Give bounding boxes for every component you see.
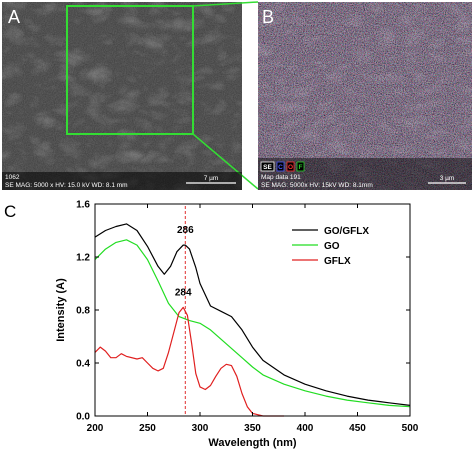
panel-c-letter: C	[4, 202, 16, 221]
x-tick-label: 400	[297, 423, 314, 434]
zoom-line-bottom	[192, 133, 259, 190]
x-tick-label: 300	[192, 423, 209, 434]
panel-a-letter: A	[8, 7, 20, 27]
panel-b-map-text: Map data 191	[261, 174, 301, 181]
x-tick-label: 200	[87, 423, 104, 434]
panel-a-scale-text: 7 µm	[204, 175, 219, 182]
panel-a-wrinkles	[2, 2, 242, 190]
series-line-go	[94, 239, 411, 408]
legend-box-c	[276, 161, 285, 172]
x-tick-label: 250	[139, 423, 156, 434]
legend-box-se	[260, 161, 275, 172]
axis-layer: 200 250 300 350 400 450 500 0.0 0.4 0.8 1.2 1.6	[76, 200, 419, 435]
series-line-go-gflx	[94, 223, 411, 406]
legend-label-go: GO	[324, 241, 340, 252]
x-tick-label: 350	[244, 423, 261, 434]
x-tick-label: 450	[349, 423, 366, 434]
series-line-gflx	[94, 306, 284, 417]
panel-a-info-text: SE MAG: 5000 x HV: 15.0 kV WD: 8.1 mm	[5, 182, 128, 189]
panel-b-se-layer	[258, 2, 472, 190]
peak-label: 286	[177, 225, 194, 236]
zoom-line-top	[192, 1, 259, 7]
panel-b-eds-map: B SE C O F Map data 191 SE MAG: 5000x HV: 1…	[258, 2, 472, 190]
legend-label-o: O	[288, 164, 293, 171]
panel-b-info-text: SE MAG: 5000x HV: 15kV WD: 8.1mm	[261, 182, 373, 189]
legend-box-o	[286, 161, 295, 172]
legend-label-se: SE	[263, 164, 272, 171]
legend-label-go-gflx: GO/GFLX	[324, 226, 369, 237]
panel-a-sem-image: A 1062 SE MAG: 5000 x HV: 15.0 kV WD: 8.…	[2, 1, 259, 190]
legend-label-f: F	[299, 164, 303, 171]
y-axis-label: Intensity (A)	[55, 278, 67, 342]
panel-b-scale-text: 3 µm	[440, 175, 455, 182]
x-tick-label: 500	[402, 423, 419, 434]
annotation-layer: 286 284	[175, 225, 194, 298]
x-axis-label: Wavelength (nm)	[208, 437, 297, 449]
panel-a-info-bar	[2, 172, 242, 190]
legend-label-gflx: GFLX	[324, 256, 351, 267]
legend-label-c: C	[278, 164, 283, 171]
panel-b-letter: B	[262, 7, 274, 27]
zoom-box	[66, 5, 194, 135]
panel-a-sample-id: 1062	[5, 174, 20, 181]
legend-box-f	[296, 161, 305, 172]
y-tick-label: 1.2	[76, 253, 90, 264]
peak-label: 284	[175, 287, 192, 298]
series-layer	[94, 223, 411, 417]
chart-legend: GO/GFLX GO GFLX	[292, 226, 369, 267]
element-legend: SE C O F	[260, 161, 305, 172]
y-tick-label: 0.8	[76, 306, 90, 317]
y-tick-label: 0.0	[76, 412, 90, 423]
y-tick-label: 0.4	[76, 359, 90, 370]
y-tick-label: 1.6	[76, 200, 90, 211]
uv-vis-chart: 200 250 300 350 400 450 500 0.0 0.4 0.8 1.2 1.6 286…	[55, 200, 419, 450]
